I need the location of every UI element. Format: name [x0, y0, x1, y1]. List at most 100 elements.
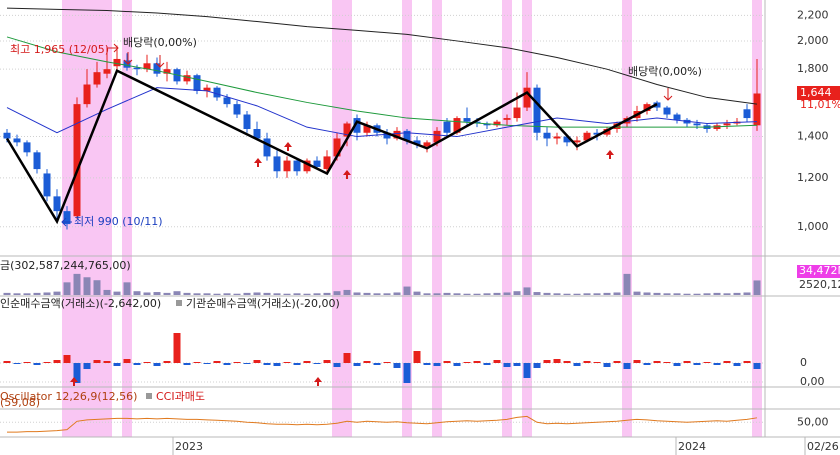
volume-bar [233, 293, 241, 295]
net-buy-bar [463, 362, 471, 363]
candle-body [123, 60, 131, 68]
volume-bar [623, 273, 631, 295]
candle-body [223, 97, 231, 105]
net-buy-bar [603, 363, 611, 367]
volume-bar [653, 292, 661, 295]
y-tick-label: 1,000 [797, 220, 829, 233]
candle-body [163, 69, 171, 74]
highlight-band [502, 0, 512, 437]
candle-body [463, 118, 471, 122]
net-buy-bar [453, 363, 461, 366]
volume-bar [393, 292, 401, 295]
net-buy-bar [353, 363, 361, 366]
net-buy-bar [433, 363, 441, 366]
net-buy-bar [303, 361, 311, 363]
candle-body [203, 87, 211, 91]
net-buy-bar [543, 360, 551, 363]
candle-body [213, 87, 221, 98]
candle-body [193, 75, 201, 91]
volume-bar [323, 292, 331, 295]
volume-bar [753, 280, 761, 295]
net-buy-bar [503, 363, 511, 367]
net-buy-bar [573, 363, 581, 366]
x-tick-label: 2024 [678, 440, 706, 453]
volume-bar [203, 293, 211, 295]
volume-bar [533, 292, 541, 295]
signal-arrow [70, 377, 78, 386]
highlight-bands [62, 0, 762, 437]
candle-body [523, 87, 531, 108]
candle-body [43, 173, 51, 197]
net-buy-bar [13, 363, 21, 364]
candle-body [673, 114, 681, 120]
candle-body [303, 160, 311, 172]
highlight-band [102, 0, 112, 437]
net-buy-bar [133, 363, 141, 365]
volume-bar [133, 291, 141, 295]
candle-body [153, 63, 161, 74]
net-buy-bar [533, 363, 541, 368]
y-tick-label: 1,200 [797, 171, 829, 184]
net-buy-bar [413, 351, 421, 363]
net-buy-bar [423, 363, 431, 365]
candle-body [453, 118, 461, 133]
candle-body [133, 67, 141, 70]
candle-body [743, 109, 751, 119]
net-buy-bar [143, 362, 151, 363]
candle-body [273, 156, 281, 172]
volume-bar [213, 293, 221, 295]
volume-bar [193, 293, 201, 295]
volume-bar [173, 291, 181, 295]
highlight-band [522, 0, 532, 437]
net-buy-bar [373, 363, 381, 365]
signal-arrows [70, 142, 614, 386]
net-buy-bar [73, 363, 81, 383]
net-buy-bar [623, 363, 631, 369]
volume-bar [443, 292, 451, 295]
arrow [663, 88, 673, 101]
oscillator-title: Oscillator 12,26,9(12,56) [0, 390, 137, 403]
candle-body [113, 58, 121, 67]
volume-bar [633, 291, 641, 295]
net-buy-bar [123, 359, 131, 363]
candle-body [443, 121, 451, 133]
volume-bar [703, 293, 711, 295]
volume-bar [513, 291, 521, 295]
net-buy-bar [63, 355, 71, 363]
net-buy-bar [93, 360, 101, 363]
candle-body [333, 138, 341, 157]
volume-bar [273, 293, 281, 295]
volume-bar [343, 289, 351, 295]
candle-body [513, 107, 521, 119]
volume-bar [73, 273, 81, 295]
volume-bar [563, 293, 571, 295]
highlight-band [342, 0, 352, 437]
y-tick-label: 2,200 [797, 8, 829, 21]
marks [3, 7, 761, 433]
volume-bar [243, 292, 251, 295]
net-buy-bar [733, 363, 741, 366]
signal-arrow [314, 377, 322, 386]
line-series [6, 87, 758, 138]
highlight-band [402, 0, 412, 437]
net-buy-bar [343, 353, 351, 363]
volume-bar [543, 292, 551, 295]
net-buy-bar [213, 361, 221, 363]
y-tick-label: 0,00 [800, 375, 825, 388]
line-series [5, 68, 658, 225]
net-buy-bar [673, 363, 681, 366]
candle-body [183, 75, 191, 82]
volume-bar [373, 293, 381, 295]
signal-arrow [343, 170, 351, 179]
signal-arrow [606, 150, 614, 159]
net-buy-bar [473, 361, 481, 363]
net-buy-bar [553, 359, 561, 363]
investor-title: 인순매수금액(거래소)(-2,642,00) [0, 297, 161, 310]
volume-bar [663, 293, 671, 295]
last-price: 1,644 [800, 86, 832, 99]
line-series [6, 36, 758, 128]
candle-body [543, 132, 551, 139]
highlight-band [82, 0, 92, 437]
net-buy-bar [293, 363, 301, 365]
